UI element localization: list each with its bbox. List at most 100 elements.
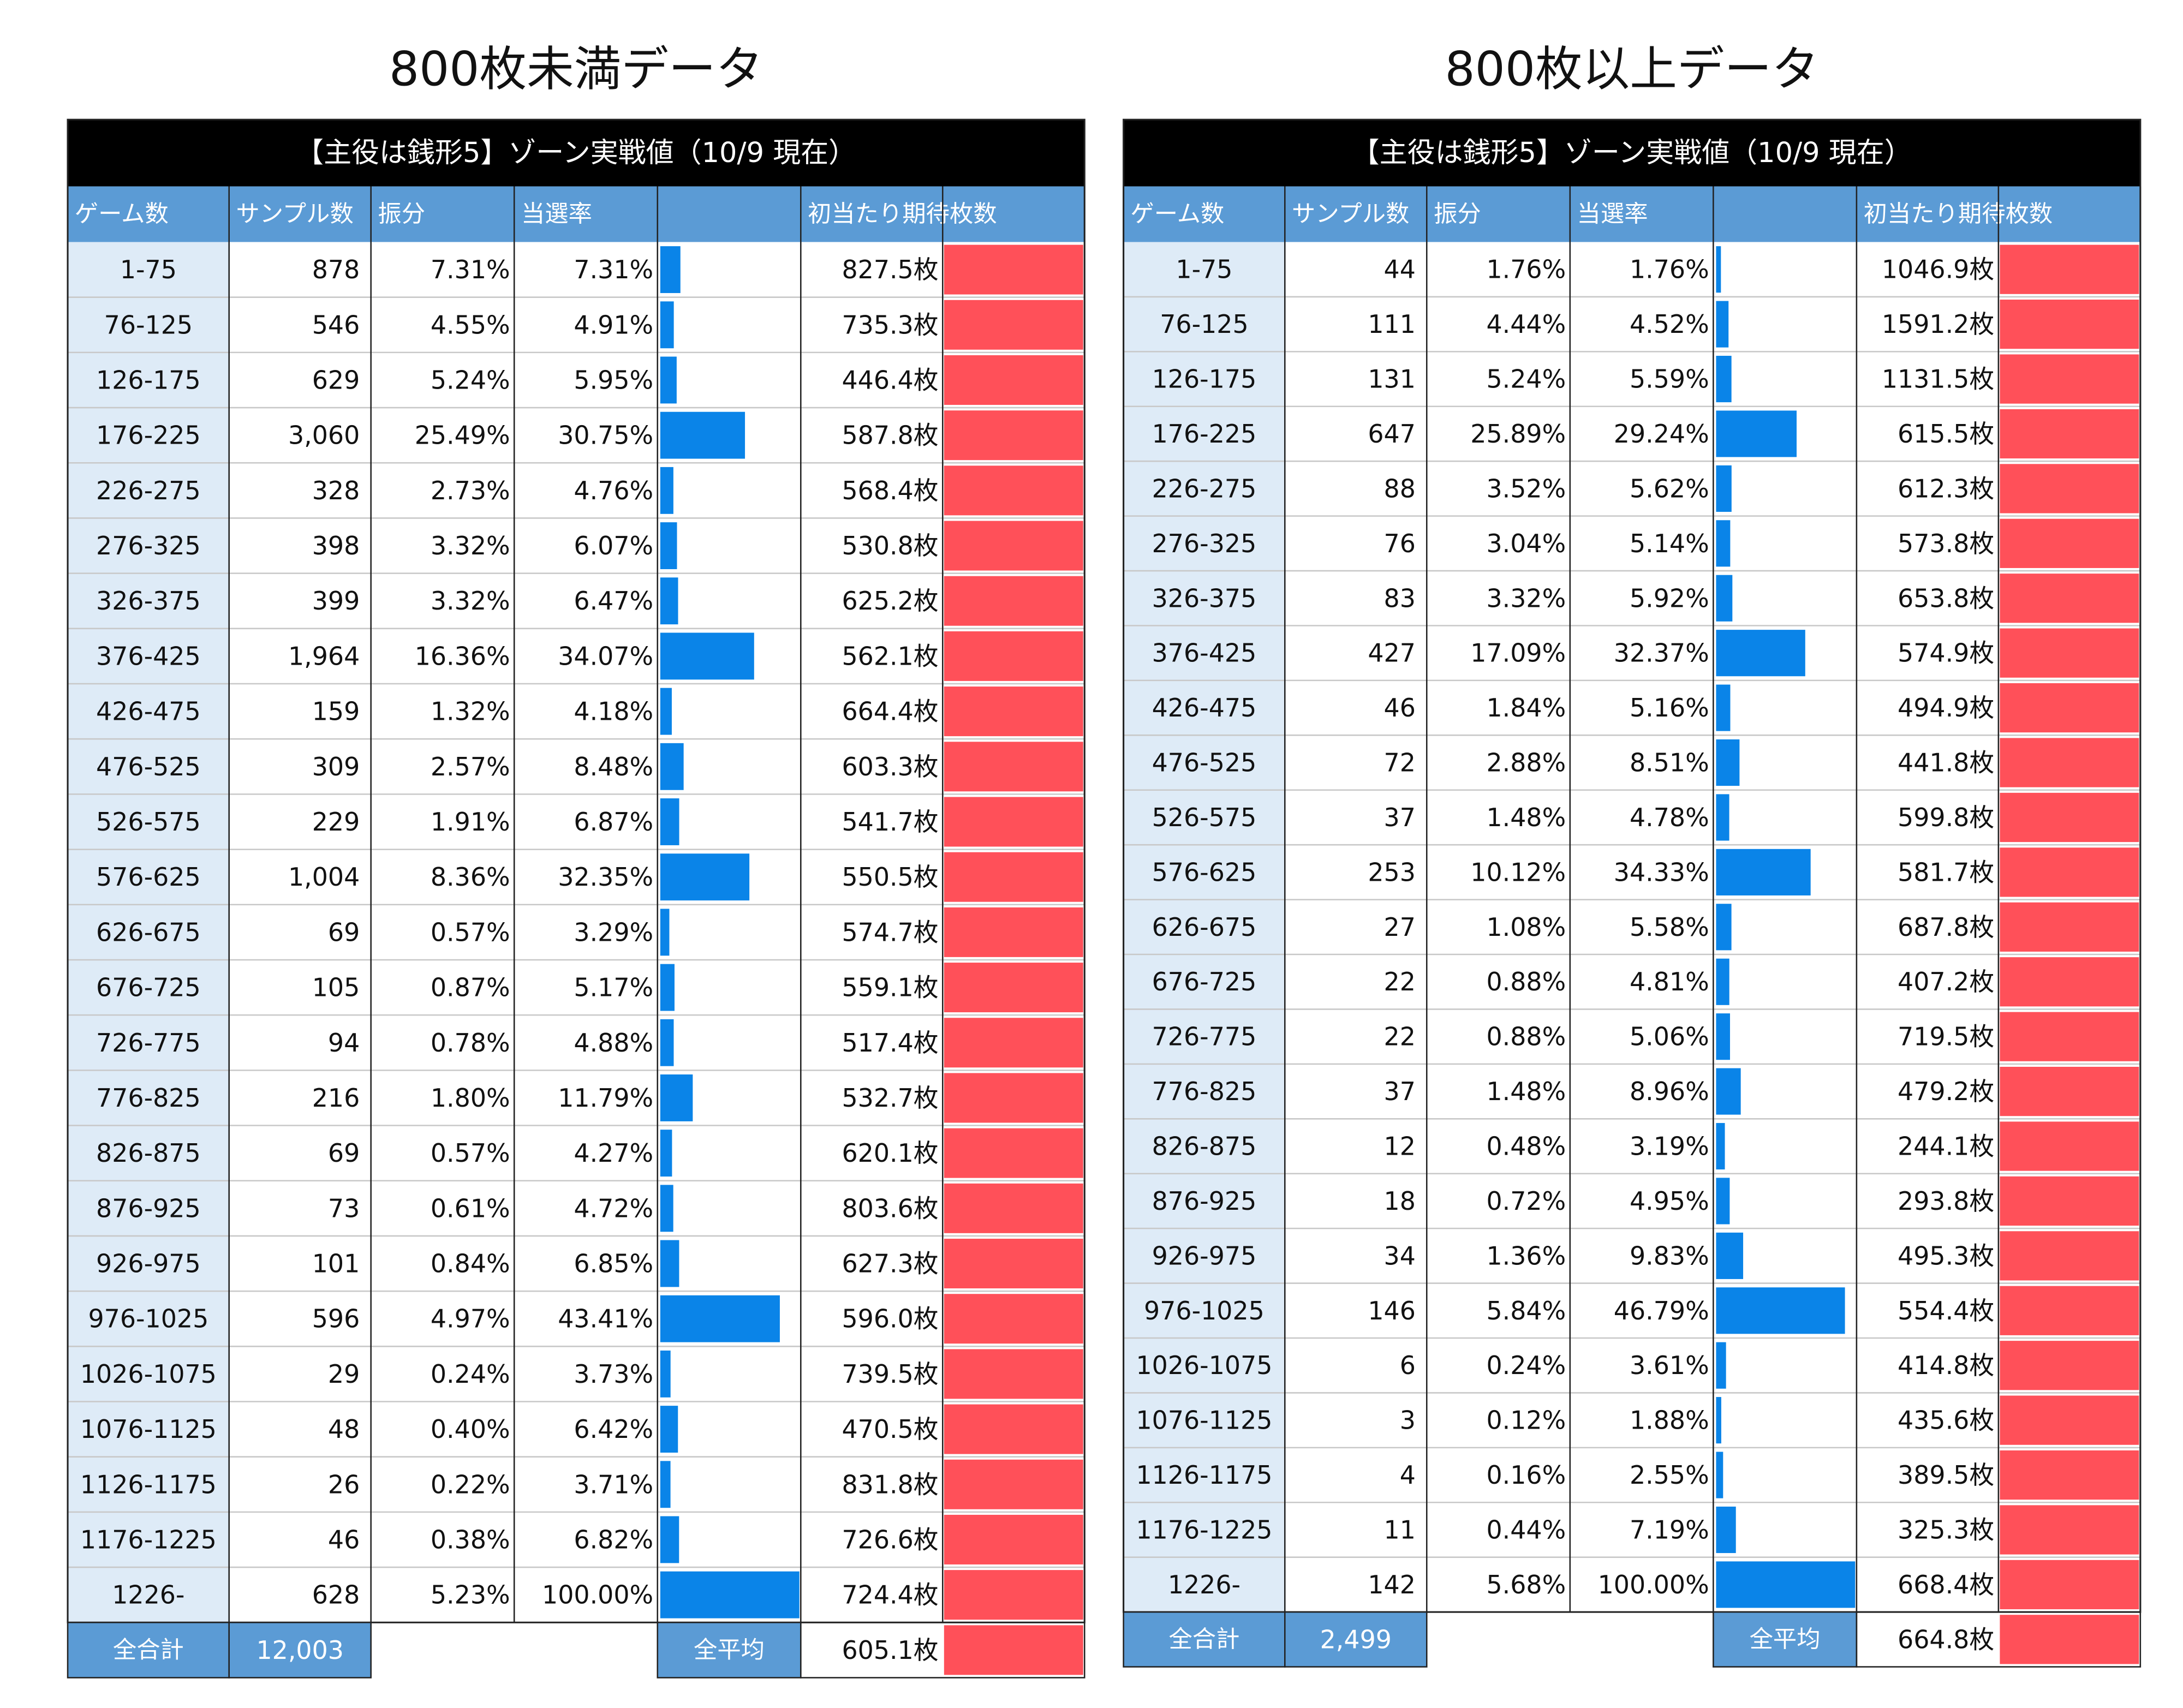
sample-count: 159 bbox=[312, 697, 360, 726]
expected-coins: 739.5枚 bbox=[842, 1359, 938, 1389]
column-header: 初当たり期待枚数 bbox=[808, 201, 997, 228]
distribution: 1.80% bbox=[431, 1083, 510, 1113]
sample-count: 328 bbox=[312, 476, 360, 505]
game-column-bg bbox=[1123, 242, 1285, 1613]
distribution: 2.73% bbox=[431, 476, 510, 505]
game-range: 176-225 bbox=[96, 421, 201, 450]
expected-bar bbox=[2000, 683, 2139, 733]
expected-bar bbox=[944, 1459, 1083, 1509]
expected-bar bbox=[2000, 1450, 2139, 1500]
win-rate: 34.33% bbox=[1614, 857, 1709, 887]
win-rate-bar bbox=[1716, 246, 1721, 293]
expected-coins: 244.1枚 bbox=[1898, 1132, 1994, 1161]
win-rate-bar bbox=[1716, 301, 1729, 348]
expected-bar bbox=[2000, 1505, 2139, 1555]
sample-count: 11 bbox=[1384, 1515, 1416, 1544]
game-range: 926-975 bbox=[1152, 1241, 1257, 1270]
distribution: 4.97% bbox=[431, 1304, 510, 1334]
sample-count: 253 bbox=[1368, 857, 1416, 887]
average-label-cell bbox=[1713, 1611, 1858, 1668]
expected-bar bbox=[2000, 902, 2139, 952]
total-cell bbox=[1284, 1611, 1428, 1668]
win-rate-bar bbox=[660, 1406, 678, 1453]
sample-count: 69 bbox=[328, 917, 360, 947]
win-rate-bar bbox=[660, 411, 745, 459]
distribution: 0.57% bbox=[431, 1138, 510, 1168]
game-range: 976-1025 bbox=[88, 1304, 208, 1334]
win-rate: 5.62% bbox=[1630, 474, 1709, 503]
win-rate-bar bbox=[660, 522, 677, 569]
win-rate-bar bbox=[1716, 684, 1731, 731]
expected-coins: 562.1枚 bbox=[842, 641, 938, 671]
win-rate: 29.24% bbox=[1614, 419, 1709, 449]
expected-coins: 620.1枚 bbox=[842, 1138, 938, 1168]
distribution: 2.88% bbox=[1486, 748, 1566, 778]
expected-coins: 494.9枚 bbox=[1898, 693, 1994, 722]
game-column-bg bbox=[68, 242, 229, 1623]
game-range: 676-725 bbox=[96, 973, 201, 1002]
expected-bar bbox=[944, 300, 1083, 350]
expected-bar bbox=[944, 631, 1083, 681]
game-range: 726-775 bbox=[96, 1028, 201, 1058]
game-range: 126-175 bbox=[96, 365, 201, 395]
game-range: 426-475 bbox=[1152, 693, 1257, 722]
average-label-cell bbox=[657, 1621, 802, 1679]
game-range: 826-875 bbox=[1152, 1132, 1257, 1161]
distribution: 0.78% bbox=[431, 1028, 510, 1058]
win-rate-bar bbox=[1716, 465, 1732, 512]
expected-bar bbox=[944, 1349, 1083, 1399]
win-rate: 4.52% bbox=[1630, 309, 1709, 339]
distribution: 1.08% bbox=[1486, 912, 1566, 942]
game-range: 226-275 bbox=[96, 476, 201, 505]
heading: 800枚未満データ bbox=[389, 42, 763, 97]
expected-coins: 550.5枚 bbox=[842, 862, 938, 892]
win-rate-bar bbox=[660, 1571, 800, 1619]
game-range: 1076-1125 bbox=[1136, 1406, 1272, 1435]
sample-count: 3 bbox=[1400, 1406, 1416, 1435]
distribution: 8.36% bbox=[431, 862, 510, 892]
sample-count: 111 bbox=[1368, 309, 1416, 339]
game-range: 1226- bbox=[1168, 1570, 1240, 1599]
distribution: 1.48% bbox=[1486, 1077, 1566, 1106]
sample-count: 146 bbox=[1368, 1296, 1416, 1325]
expected-coins: 719.5枚 bbox=[1898, 1022, 1994, 1052]
header-row bbox=[68, 186, 1085, 242]
sample-count: 3,060 bbox=[288, 421, 360, 450]
game-range: 876-925 bbox=[1152, 1186, 1257, 1216]
column-header: サンプル数 bbox=[236, 201, 353, 228]
win-rate: 4.18% bbox=[574, 697, 653, 726]
distribution: 0.12% bbox=[1486, 1406, 1566, 1435]
sample-count: 94 bbox=[328, 1028, 360, 1058]
expected-coins: 587.8枚 bbox=[842, 421, 938, 450]
game-range: 276-325 bbox=[1152, 529, 1257, 558]
distribution: 7.31% bbox=[431, 255, 510, 284]
expected-bar bbox=[944, 465, 1083, 516]
expected-coins: 653.8枚 bbox=[1898, 583, 1994, 613]
game-range: 826-875 bbox=[96, 1138, 201, 1168]
expected-bar bbox=[2000, 628, 2139, 678]
expected-bar bbox=[944, 1018, 1083, 1068]
expected-coins: 568.4枚 bbox=[842, 476, 938, 505]
column-header: 当選率 bbox=[1577, 201, 1648, 228]
game-range: 376-425 bbox=[96, 641, 201, 671]
win-rate: 100.00% bbox=[542, 1580, 653, 1610]
expected-coins: 532.7枚 bbox=[842, 1083, 938, 1113]
distribution: 5.24% bbox=[1486, 365, 1566, 394]
win-rate: 4.88% bbox=[574, 1028, 653, 1058]
game-range: 1176-1225 bbox=[1136, 1515, 1272, 1544]
distribution: 5.24% bbox=[431, 365, 510, 395]
expected-bar bbox=[2000, 792, 2139, 843]
distribution: 0.88% bbox=[1486, 967, 1566, 996]
expected-coins: 599.8枚 bbox=[1898, 803, 1994, 832]
win-rate: 4.95% bbox=[1630, 1186, 1709, 1216]
expected-coins: 479.2枚 bbox=[1898, 1077, 1994, 1106]
column-header: サンプル数 bbox=[1292, 201, 1409, 228]
win-rate-bar bbox=[1716, 1561, 1856, 1608]
sample-count: 69 bbox=[328, 1138, 360, 1168]
sample-count: 88 bbox=[1384, 474, 1416, 503]
win-rate-bar bbox=[660, 1240, 679, 1287]
sample-count: 427 bbox=[1368, 638, 1416, 668]
win-rate: 30.75% bbox=[558, 421, 653, 450]
win-rate-bar bbox=[660, 246, 681, 294]
